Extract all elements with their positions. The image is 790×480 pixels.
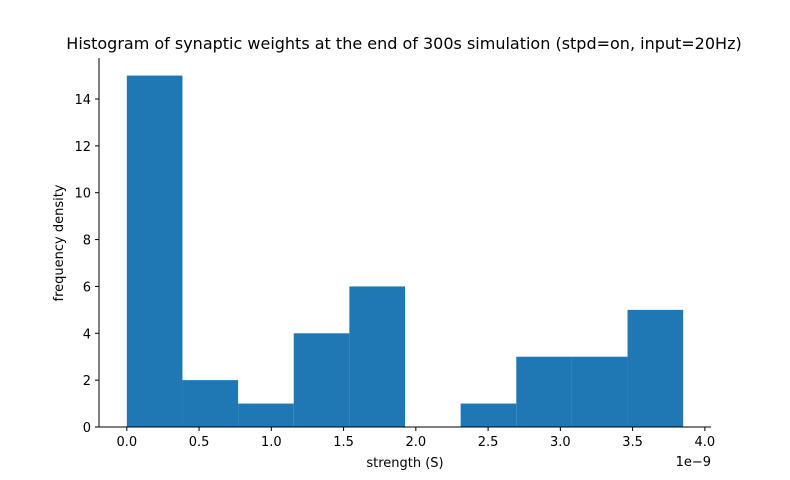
y-ticks: 0 2 4 6 8 10 12 14 [74, 93, 99, 436]
y-tick-label: 4 [83, 327, 91, 342]
bars-group [126, 75, 684, 428]
x-tick-label: 0.5 [189, 435, 210, 450]
x-tick-label: 0.0 [116, 435, 137, 450]
x-tick-label: 3.0 [550, 435, 571, 450]
y-tick-label: 6 [83, 280, 91, 295]
histogram-bar [571, 356, 628, 427]
y-tick-label: 8 [83, 234, 91, 249]
y-tick-label: 0 [83, 421, 91, 436]
histogram-bar [182, 380, 239, 427]
histogram-bar [349, 286, 405, 427]
x-tick-label: 3.5 [622, 435, 643, 450]
x-tick-label: 2.5 [478, 435, 499, 450]
y-tick-label: 2 [83, 374, 91, 389]
histogram-bar [238, 403, 294, 427]
x-tick-label: 1.5 [333, 435, 354, 450]
x-offset-text: 1e−9 [676, 455, 711, 470]
x-axis-label: strength (S) [366, 456, 443, 471]
y-tick-label: 14 [74, 93, 91, 108]
histogram-bar [126, 75, 183, 428]
chart-title: Histogram of synaptic weights at the end… [66, 34, 741, 53]
y-axis-label: frequency density [52, 184, 67, 301]
y-tick-label: 12 [74, 140, 91, 155]
x-tick-label: 4.0 [695, 435, 716, 450]
x-tick-label: 1.0 [261, 435, 282, 450]
y-tick-label: 10 [74, 187, 91, 202]
x-ticks: 0.0 0.5 1.0 1.5 2.0 2.5 3.0 3.5 4.0 [116, 427, 715, 450]
histogram-bar [293, 333, 350, 427]
histogram-bar [460, 403, 517, 427]
axes-group [98, 58, 711, 428]
x-tick-label: 2.0 [405, 435, 426, 450]
histogram-bar [627, 309, 684, 427]
histogram-bar [516, 356, 572, 427]
